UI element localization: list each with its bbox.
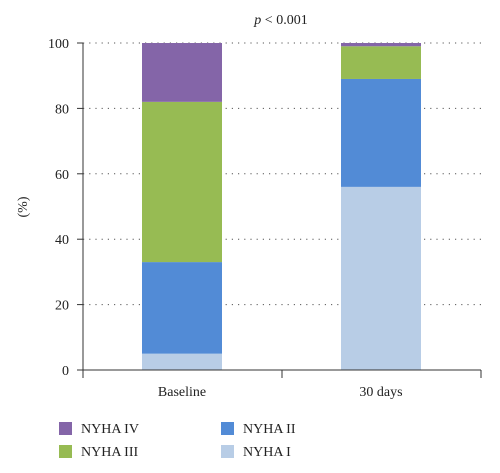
legend-label-nyha-ii: NYHA II bbox=[243, 422, 296, 437]
y-tick-label-3: 60 bbox=[55, 168, 69, 183]
chart-title: p < 0.001 bbox=[253, 13, 307, 28]
bar-1-nyha-iii bbox=[341, 46, 421, 79]
bar-0-nyha-i bbox=[142, 353, 222, 370]
bar-1-nyha-i bbox=[341, 186, 421, 370]
bar-0-nyha-iv bbox=[142, 43, 222, 102]
bar-0-nyha-iii bbox=[142, 101, 222, 263]
y-tick-labels: 0 20 40 60 80 100 bbox=[48, 37, 69, 379]
x-tick-label-0: Baseline bbox=[158, 385, 206, 400]
legend-swatch-nyha-iii bbox=[59, 445, 72, 458]
y-axis-label: (%) bbox=[16, 196, 31, 217]
y-tick-label-0: 0 bbox=[62, 364, 69, 379]
legend: NYHA IV NYHA II NYHA III NYHA I bbox=[59, 422, 296, 460]
x-tick-label-1: 30 days bbox=[359, 385, 402, 400]
grid-lines bbox=[83, 42, 481, 306]
bars bbox=[142, 43, 421, 370]
chart-title-italic: p bbox=[253, 13, 261, 28]
legend-swatch-nyha-i bbox=[221, 445, 234, 458]
x-tick-labels: Baseline 30 days bbox=[158, 385, 403, 400]
y-tick-label-2: 40 bbox=[55, 233, 69, 248]
chart-title-rest: < 0.001 bbox=[261, 13, 307, 28]
legend-label-nyha-iii: NYHA III bbox=[81, 445, 138, 460]
legend-swatch-nyha-iv bbox=[59, 422, 72, 435]
bar-1-nyha-iv bbox=[341, 43, 421, 47]
legend-swatch-nyha-ii bbox=[221, 422, 234, 435]
legend-label-nyha-i: NYHA I bbox=[243, 445, 291, 460]
bar-0-nyha-ii bbox=[142, 262, 222, 354]
y-tick-label-1: 20 bbox=[55, 299, 69, 314]
y-tick-label-4: 80 bbox=[55, 102, 69, 117]
legend-label-nyha-iv: NYHA IV bbox=[81, 422, 139, 437]
y-tick-label-5: 100 bbox=[48, 37, 69, 52]
axes bbox=[77, 42, 482, 378]
bar-1-nyha-ii bbox=[341, 78, 421, 187]
